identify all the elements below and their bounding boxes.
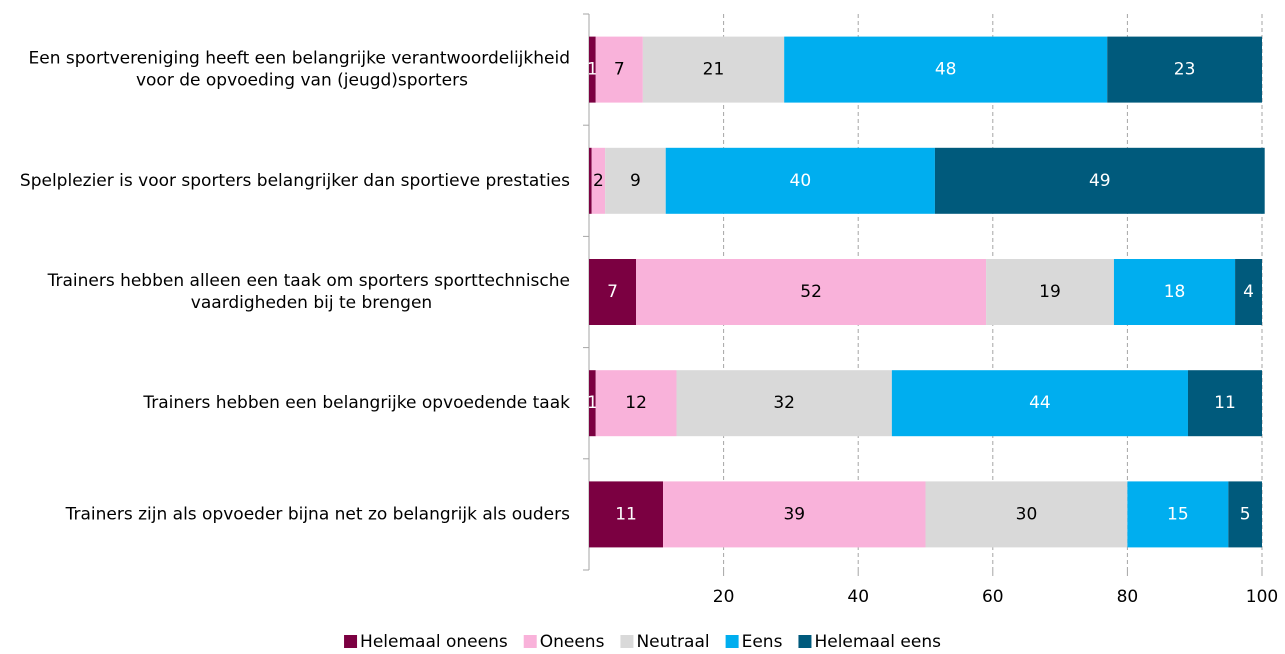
bar-segment <box>891 370 1188 437</box>
x-tick-label: 20 <box>713 587 735 607</box>
data-label: 4 <box>1243 282 1254 302</box>
data-label: 5 <box>1240 504 1251 524</box>
bar-segment <box>589 259 637 325</box>
data-label: 39 <box>783 504 805 524</box>
data-label: 1 <box>587 60 598 80</box>
bar-segment <box>665 147 935 214</box>
bar-segment <box>784 36 1108 103</box>
data-label: 40 <box>790 171 812 191</box>
legend-swatch <box>344 635 358 648</box>
data-label: 21 <box>703 60 725 80</box>
bar-segment <box>589 36 596 103</box>
bar-segment <box>934 147 1265 214</box>
y-tick-label: Een sportvereniging heeft een belangrijk… <box>29 49 570 91</box>
bar-segment <box>595 36 643 103</box>
legend-swatch <box>798 635 812 648</box>
bar-segment <box>1235 259 1262 325</box>
label-line: Trainers zijn als opvoeder bijna net zo … <box>65 504 571 524</box>
legend-label: Neutraal <box>636 632 709 652</box>
y-tick-label: Spelplezier is voor sporters belangrijke… <box>20 171 570 191</box>
x-tick-label: 80 <box>1117 587 1139 607</box>
data-label: 49 <box>1089 171 1111 191</box>
bar-segment <box>642 36 785 103</box>
data-label: 44 <box>1029 393 1051 413</box>
bar-segment <box>663 481 926 548</box>
bar-segment <box>1113 259 1236 325</box>
bar-segment <box>1107 36 1262 103</box>
data-label: 12 <box>625 393 647 413</box>
bar-segment <box>591 147 606 214</box>
x-tick-label: 60 <box>982 587 1004 607</box>
legend-label: Helemaal eens <box>814 632 941 652</box>
x-tick-label: 100 <box>1246 587 1278 607</box>
label-line: vaardigheden bij te brengen <box>185 293 432 313</box>
data-label: 15 <box>1167 504 1189 524</box>
bar-segment <box>925 481 1128 548</box>
bar-segment <box>676 370 892 437</box>
data-label: 2 <box>593 171 604 191</box>
label-line: Trainers hebben alleen een taak om sport… <box>47 271 570 291</box>
bar-segment <box>1187 370 1262 437</box>
label-line: Spelplezier is voor sporters belangrijke… <box>20 171 570 191</box>
data-label: 52 <box>800 282 822 302</box>
label-line: Trainers hebben een belangrijke opvoeden… <box>142 393 570 413</box>
data-label: 7 <box>607 282 618 302</box>
bar-segment <box>1127 481 1229 548</box>
legend-swatch <box>725 635 739 648</box>
bar-segment <box>595 370 677 437</box>
legend: Helemaal oneens Oneens Neutraal Eens Helemaa… <box>344 632 941 652</box>
data-label: 19 <box>1039 282 1061 302</box>
bar-segment <box>589 481 664 548</box>
label-line: Een sportvereniging heeft een belangrijk… <box>29 49 570 69</box>
data-label: 9 <box>630 171 641 191</box>
data-label: 11 <box>615 504 637 524</box>
y-tick-label: Trainers hebben alleen een taak om sport… <box>47 271 570 313</box>
data-label: 1 <box>587 393 598 413</box>
data-label: 11 <box>1214 393 1236 413</box>
label-line: voor de opvoeding van (jeugd)sporters <box>131 71 469 91</box>
legend-label: Eens <box>742 632 783 652</box>
bar-segment <box>589 370 596 437</box>
data-label: 23 <box>1174 60 1196 80</box>
x-tick-label: 40 <box>847 587 869 607</box>
y-tick-label: Trainers hebben een belangrijke opvoeden… <box>142 393 570 413</box>
y-tick-label: Trainers zijn als opvoeder bijna net zo … <box>65 504 571 524</box>
bar-segment <box>589 147 592 214</box>
bar-segment <box>1228 481 1262 548</box>
data-label: 30 <box>1016 504 1038 524</box>
legend-label: Helemaal oneens <box>360 632 508 652</box>
bar-segment <box>605 147 666 214</box>
data-label: 7 <box>614 60 625 80</box>
data-label: 48 <box>935 60 957 80</box>
legend-label: Oneens <box>540 632 605 652</box>
bar-segment <box>986 259 1114 325</box>
data-label: 18 <box>1164 282 1186 302</box>
bar-segment <box>636 259 987 325</box>
legend-swatch <box>523 635 537 648</box>
legend-swatch <box>620 635 634 648</box>
data-label: 32 <box>773 393 795 413</box>
